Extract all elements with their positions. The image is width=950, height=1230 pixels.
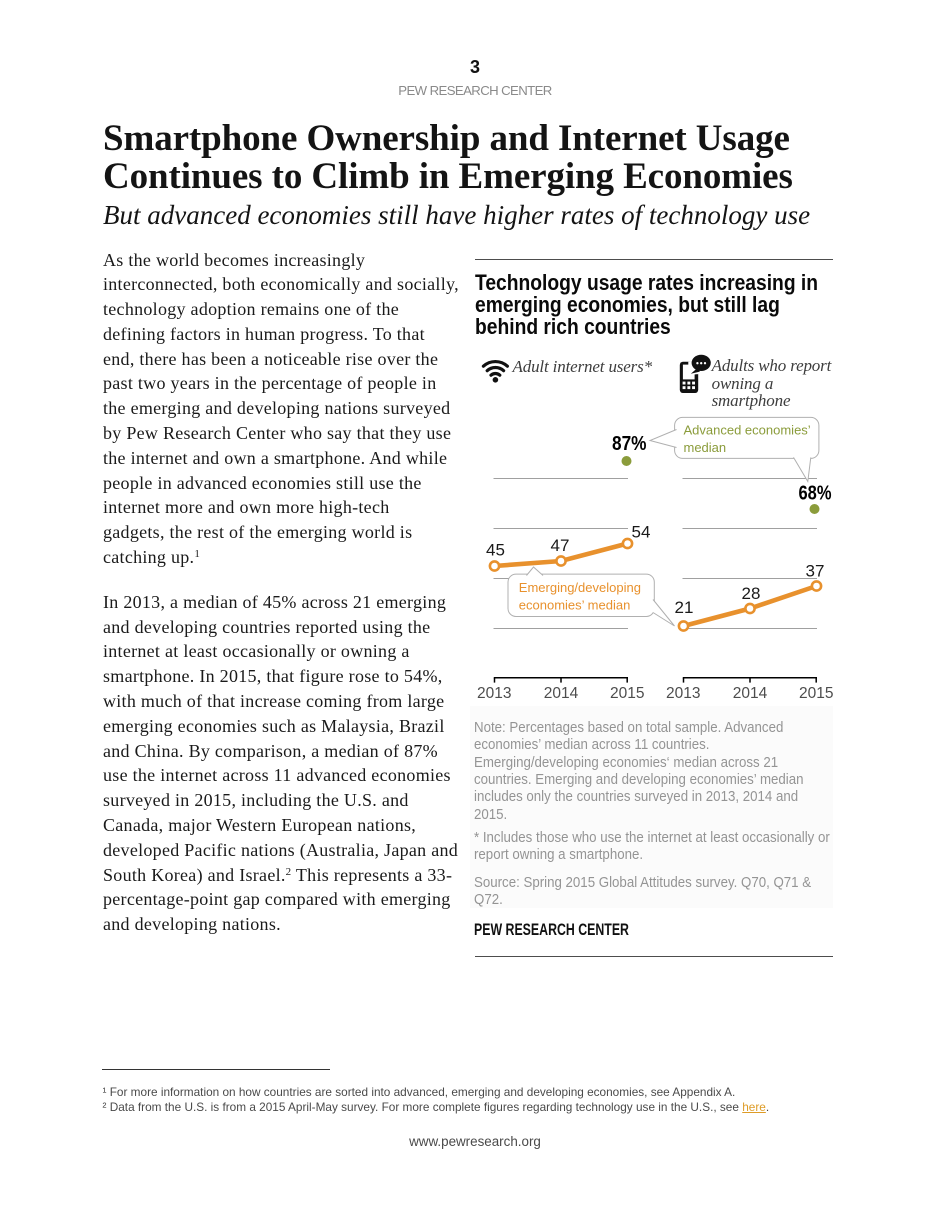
svg-text:Emerging/developing: Emerging/developing xyxy=(519,580,641,595)
svg-text:45: 45 xyxy=(486,541,505,560)
svg-text:2015: 2015 xyxy=(799,685,833,702)
svg-text:68%: 68% xyxy=(799,483,832,505)
svg-text:2013: 2013 xyxy=(666,685,700,702)
svg-text:Advanced economies’: Advanced economies’ xyxy=(684,423,811,438)
svg-text:28: 28 xyxy=(742,584,761,603)
svg-text:37: 37 xyxy=(806,562,825,581)
svg-text:47: 47 xyxy=(551,536,570,555)
svg-text:54: 54 xyxy=(632,523,651,542)
svg-text:2014: 2014 xyxy=(733,685,768,702)
svg-text:87%: 87% xyxy=(612,433,647,455)
svg-text:economies’ median: economies’ median xyxy=(519,597,631,612)
svg-text:21: 21 xyxy=(675,598,694,617)
svg-text:2013: 2013 xyxy=(477,685,511,702)
svg-text:2014: 2014 xyxy=(544,685,579,702)
svg-text:median: median xyxy=(684,440,727,455)
svg-text:2015: 2015 xyxy=(610,685,644,702)
